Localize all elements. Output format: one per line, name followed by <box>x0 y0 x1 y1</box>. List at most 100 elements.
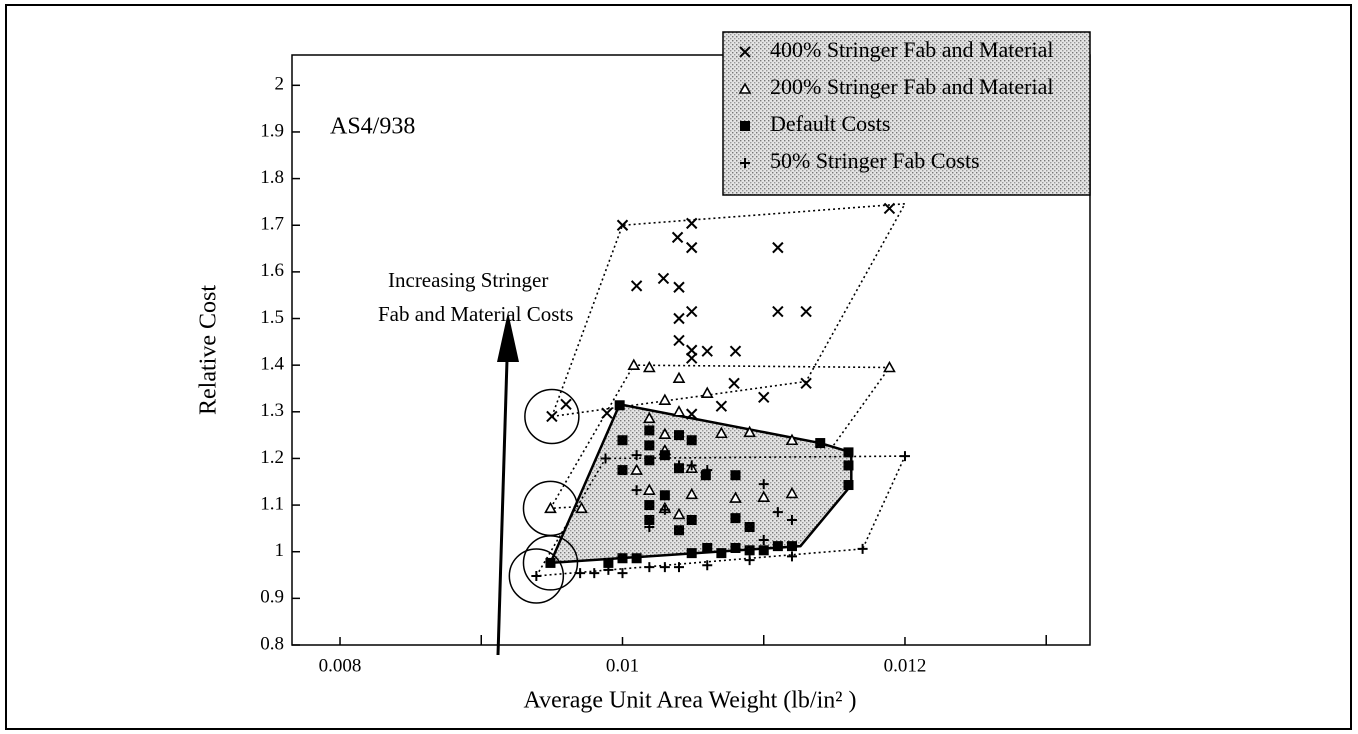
marker-shape <box>757 490 771 502</box>
marker-shape <box>686 435 697 446</box>
marker <box>740 158 750 168</box>
marker-shape <box>603 564 614 575</box>
marker-shape <box>685 352 698 364</box>
marker <box>686 460 697 471</box>
marker-shape <box>715 400 728 412</box>
marker <box>700 386 714 398</box>
marker <box>617 435 628 446</box>
marker-shape <box>685 241 698 254</box>
marker <box>644 425 655 436</box>
marker-shape <box>800 305 812 318</box>
marker <box>659 490 670 501</box>
marker <box>686 435 697 446</box>
marker-shape <box>843 460 854 471</box>
marker-shape <box>716 548 727 559</box>
marker-shape <box>702 542 713 553</box>
marker-shape <box>685 408 698 420</box>
marker-shape <box>685 305 698 318</box>
marker <box>685 352 698 364</box>
marker <box>700 470 711 481</box>
y-tick-label: 1.1 <box>260 493 284 514</box>
marker <box>657 272 670 285</box>
legend-box <box>722 31 1091 196</box>
marker-shape <box>772 541 783 552</box>
marker-shape <box>786 541 797 552</box>
marker-shape <box>673 281 685 293</box>
marker <box>672 507 686 520</box>
marker-shape <box>631 450 642 461</box>
marker <box>658 427 672 439</box>
marker-shape <box>673 525 684 536</box>
marker <box>601 407 613 419</box>
marker <box>617 465 628 476</box>
marker <box>785 433 799 446</box>
marker <box>843 447 854 458</box>
legend-label: 200% Stringer Fab and Material <box>770 74 1054 99</box>
marker-shape <box>758 545 769 556</box>
y-tick-label: 1.7 <box>260 214 284 235</box>
marker-shape <box>627 358 641 370</box>
marker <box>673 562 684 573</box>
marker-shape <box>843 480 854 491</box>
marker-shape <box>644 515 655 526</box>
marker <box>642 411 656 424</box>
marker <box>738 82 752 94</box>
marker <box>631 450 642 461</box>
y-tick-label: 1.2 <box>260 447 284 468</box>
y-tick-label: 1.3 <box>260 400 284 421</box>
marker <box>715 426 728 439</box>
marker <box>702 465 713 476</box>
marker <box>560 398 572 411</box>
marker-shape <box>644 455 655 466</box>
marker <box>673 430 684 441</box>
marker-shape <box>642 360 656 373</box>
marker <box>673 334 685 347</box>
marker-shape <box>631 485 642 496</box>
marker <box>843 460 854 471</box>
marker-shape <box>700 386 714 398</box>
plot-area: 0.8 0.9 1 1.1 1.2 1.3 1.4 1.5 1.6 1.7 1.8 1.9 2 0.008… <box>260 74 1047 676</box>
marker-shape <box>673 334 685 347</box>
marker <box>617 568 628 579</box>
marker <box>815 438 826 449</box>
marker-shape <box>728 377 740 390</box>
marker <box>729 491 742 503</box>
marker <box>545 557 556 568</box>
marker-shape <box>785 433 799 446</box>
marker-shape <box>644 522 655 532</box>
marker-shape <box>659 562 670 573</box>
marker <box>630 463 643 475</box>
marker <box>673 281 685 293</box>
marker-shape <box>730 513 741 524</box>
marker-shape <box>659 490 670 501</box>
marker <box>546 410 558 423</box>
marker-shape <box>702 465 713 476</box>
marker <box>531 570 542 581</box>
marker-shape <box>673 430 684 441</box>
y-tick-label: 1.8 <box>260 167 284 188</box>
marker-shape <box>644 440 655 451</box>
marker <box>673 525 684 536</box>
marker-shape <box>740 121 750 131</box>
marker <box>757 490 771 502</box>
legend: 400% Stringer Fab and Material 200% Strin… <box>738 37 1054 173</box>
marker <box>685 487 699 500</box>
y-tick-label: 1 <box>275 540 285 561</box>
x-tick-label: 0.008 <box>319 655 362 676</box>
marker <box>785 486 799 499</box>
marker <box>544 501 557 514</box>
marker <box>772 507 783 518</box>
marker-shape <box>614 400 625 411</box>
highlight-circle <box>524 388 580 445</box>
marker-shape <box>685 487 699 500</box>
marker-shape <box>672 371 686 384</box>
marker <box>729 345 742 357</box>
marker <box>671 231 684 244</box>
marker <box>758 535 769 546</box>
marker-shape <box>644 500 655 511</box>
x-tick-label: 0.01 <box>606 655 639 676</box>
marker-shape <box>673 562 684 573</box>
marker-shape <box>589 568 600 579</box>
marker-shape <box>686 460 697 471</box>
